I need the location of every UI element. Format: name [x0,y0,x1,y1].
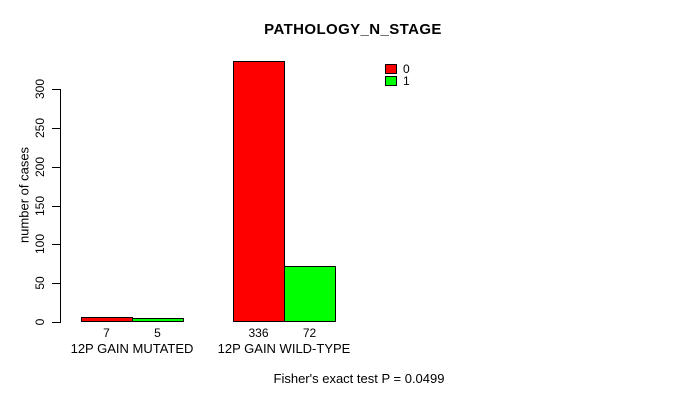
y-tick-label: 0 [33,318,47,326]
y-tick [52,166,60,168]
x-category-label: 12P GAIN WILD-TYPE [217,341,351,356]
x-category-label: 12P GAIN MUTATED [70,341,194,356]
y-tick [52,322,60,323]
legend-swatch-1 [385,76,397,86]
chart-title: PATHOLOGY_N_STAGE [264,21,442,38]
bar-1-1 [132,318,184,322]
y-tick-label: 50 [33,276,47,290]
y-axis-line [60,89,61,323]
y-tick-label: 300 [33,78,47,100]
y-tick [52,89,60,90]
legend-swatch-0 [385,64,397,74]
y-tick [52,127,60,129]
bar-0-1 [81,317,133,322]
stat-annotation: Fisher's exact test P = 0.0499 [273,371,445,386]
y-tick [52,205,60,207]
bar-value-label: 336 [248,326,269,340]
y-tick-label: 100 [33,234,47,255]
bar-value-label: 72 [302,326,317,340]
y-tick-label: 250 [33,117,47,138]
bar-value-label: 5 [154,326,161,340]
legend-label-1: 1 [403,74,410,88]
bar-1-2 [284,266,336,322]
y-tick [52,283,60,285]
y-tick-label: 150 [33,195,47,216]
bar-0-2 [233,61,285,322]
bar-value-label: 7 [103,326,110,340]
y-axis-label: number of cases [16,146,32,244]
y-tick [52,244,60,246]
y-tick-label: 200 [33,156,47,177]
legend-label-0: 0 [403,62,410,76]
